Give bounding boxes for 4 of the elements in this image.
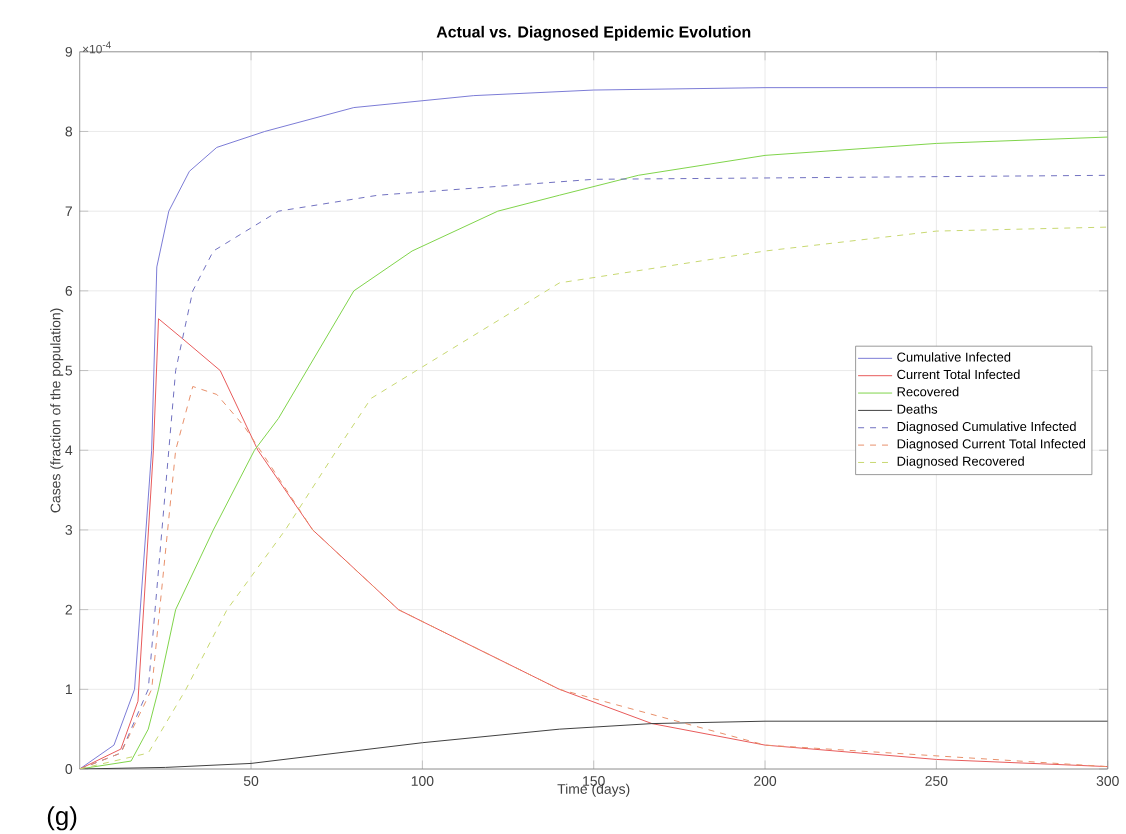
text: (g) (47, 805, 77, 830)
line-series (79, 720, 1108, 769)
line-series (79, 385, 1108, 769)
line-series (79, 317, 1108, 769)
